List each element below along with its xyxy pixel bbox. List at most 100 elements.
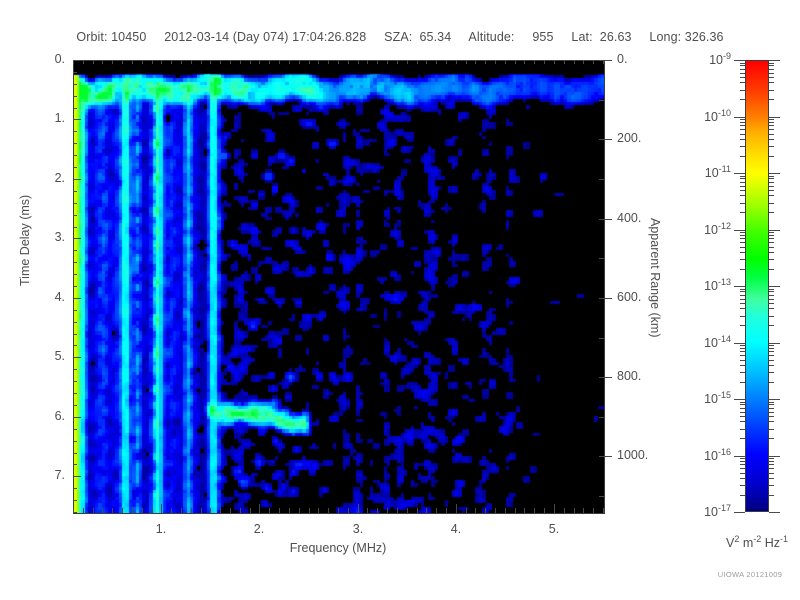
colorbar-minor-tick	[740, 82, 745, 83]
colorbar-major-tick	[734, 456, 745, 457]
colorbar-minor-tick	[740, 203, 745, 204]
y-major-tick-right	[599, 60, 612, 61]
radargram-heatmap-canvas[interactable]	[74, 61, 604, 513]
x-major-tick	[161, 504, 162, 513]
colorbar-minor-tick	[740, 195, 745, 196]
colorbar-minor-tick	[769, 232, 774, 233]
x-minor-tick	[279, 508, 280, 513]
colorbar-minor-tick	[740, 412, 745, 413]
x-minor-tick-top	[309, 60, 310, 64]
x-minor-tick-top	[417, 60, 418, 64]
y-minor-tick-left	[73, 500, 77, 501]
x-minor-tick-top	[93, 60, 94, 64]
colorbar-minor-tick	[769, 99, 774, 100]
colorbar-major-tick	[734, 343, 745, 344]
x-minor-tick	[367, 508, 368, 513]
x-minor-tick-top	[534, 60, 535, 64]
x-tick-label: 3.	[352, 522, 364, 536]
colorbar-minor-tick	[740, 348, 745, 349]
colorbar-minor-tick	[769, 176, 774, 177]
x-minor-tick	[73, 508, 74, 513]
y-minor-tick-left	[73, 155, 77, 156]
y-minor-tick-left	[73, 72, 77, 73]
colorbar-minor-tick	[740, 461, 745, 462]
y-minor-tick-left	[73, 512, 77, 513]
colorbar-major-tick	[734, 60, 745, 61]
colorbar-minor-tick	[769, 212, 774, 213]
x-minor-tick	[83, 508, 84, 513]
y-tick-label-right: 400.	[617, 211, 642, 225]
y-minor-tick-left	[73, 441, 77, 442]
x-minor-tick-top	[377, 60, 378, 64]
colorbar-minor-tick	[769, 295, 774, 296]
y-minor-tick-right	[599, 417, 604, 418]
colorbar-minor-tick	[740, 360, 745, 361]
colorbar-minor-tick	[740, 77, 745, 78]
colorbar-minor-tick	[769, 308, 774, 309]
x-minor-tick-top	[387, 60, 388, 64]
x-minor-tick	[299, 508, 300, 513]
y-major-tick-right	[599, 219, 612, 220]
x-minor-tick-top	[122, 60, 123, 64]
colorbar-minor-tick	[769, 156, 774, 157]
y-minor-tick-left	[73, 108, 77, 109]
y-major-tick-left	[73, 60, 81, 61]
colorbar-minor-tick	[740, 232, 745, 233]
y-minor-tick-left	[73, 334, 77, 335]
colorbar-tick-label: 10-12	[704, 221, 731, 238]
x-tick-label: 4.	[450, 522, 462, 536]
colorbar-minor-tick	[769, 77, 774, 78]
x-tick-label: 1.	[155, 522, 167, 536]
x-minor-tick-top	[554, 60, 555, 64]
colorbar-minor-tick	[769, 291, 774, 292]
x-minor-tick-top	[191, 60, 192, 64]
x-minor-tick	[112, 508, 113, 513]
x-minor-tick-top	[142, 60, 143, 64]
colorbar-minor-tick	[740, 365, 745, 366]
colorbar-minor-tick	[769, 259, 774, 260]
radargram-plot-area[interactable]	[73, 60, 605, 514]
colorbar-tick-label: 10-10	[704, 108, 731, 125]
x-axis-title: Frequency (MHz)	[289, 541, 387, 555]
colorbar-unit-label: V2 m-2 Hz-1	[725, 534, 789, 551]
colorbar-major-tick	[769, 456, 780, 457]
colorbar-minor-tick	[740, 146, 745, 147]
colorbar-tick-label: 10-14	[704, 334, 731, 351]
colorbar-minor-tick	[740, 69, 745, 70]
colorbar-minor-tick	[740, 351, 745, 352]
y-minor-tick-left	[73, 429, 77, 430]
y-tick-label-right: 200.	[617, 131, 642, 145]
x-minor-tick-top	[436, 60, 437, 64]
x-minor-tick	[593, 508, 594, 513]
x-minor-tick	[171, 508, 172, 513]
x-minor-tick-top	[210, 60, 211, 64]
x-minor-tick	[475, 508, 476, 513]
colorbar-minor-tick	[740, 119, 745, 120]
colorbar-minor-tick	[740, 269, 745, 270]
x-minor-tick-top	[574, 60, 575, 64]
x-minor-tick	[417, 508, 418, 513]
y-tick-label-left: 0.	[54, 52, 65, 66]
colorbar-minor-tick	[740, 156, 745, 157]
colorbar-gradient	[745, 60, 769, 512]
x-minor-tick-top	[230, 60, 231, 64]
x-minor-tick-top	[171, 60, 172, 64]
colorbar-minor-tick	[769, 139, 774, 140]
x-minor-tick	[446, 508, 447, 513]
colorbar-major-tick	[769, 343, 780, 344]
x-minor-tick-top	[407, 60, 408, 64]
y-major-tick-right	[599, 456, 612, 457]
x-minor-tick-top	[505, 60, 506, 64]
y-minor-tick-left	[73, 191, 77, 192]
x-minor-tick	[230, 508, 231, 513]
y-major-tick-left	[73, 357, 81, 358]
y-major-tick-left	[73, 119, 81, 120]
colorbar-minor-tick	[769, 404, 774, 405]
colorbar-minor-tick	[769, 365, 774, 366]
x-minor-tick	[328, 508, 329, 513]
y-tick-label-left: 6.	[54, 409, 65, 423]
colorbar-minor-tick	[740, 122, 745, 123]
y-minor-tick-left	[73, 381, 77, 382]
y-major-tick-left	[73, 298, 81, 299]
colorbar-minor-tick	[769, 299, 774, 300]
